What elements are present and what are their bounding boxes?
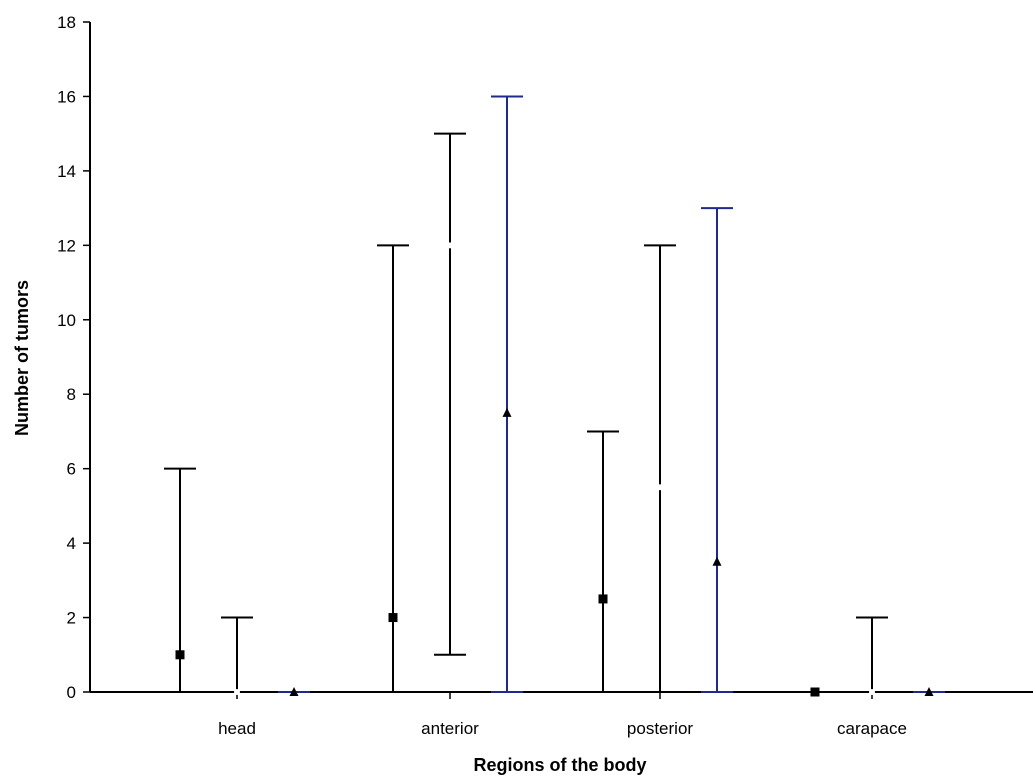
median-square-marker — [388, 613, 398, 623]
y-tick-label: 4 — [67, 534, 76, 553]
y-tick-label: 16 — [57, 87, 76, 106]
y-tick-label: 2 — [67, 609, 76, 628]
x-tick-label: posterior — [627, 719, 693, 738]
median-triangle-marker — [924, 687, 934, 696]
y-tick-label: 0 — [67, 683, 76, 702]
y-tick-label: 6 — [67, 460, 76, 479]
median-triangle-marker — [712, 556, 722, 566]
y-tick-label: 8 — [67, 385, 76, 404]
y-tick-label: 12 — [57, 236, 76, 255]
plot-marks — [164, 95, 945, 697]
x-tick-labels: head anterior posterior carapace — [218, 719, 907, 738]
median-triangle-marker — [289, 687, 299, 696]
median-circle-marker — [657, 484, 663, 491]
x-tick-label: anterior — [421, 719, 479, 738]
x-axis-title: Regions of the body — [474, 755, 647, 775]
y-tick-label: 10 — [57, 311, 76, 330]
x-tick-label: head — [218, 719, 256, 738]
median-square-marker — [810, 687, 820, 697]
median-circle-marker — [234, 689, 240, 695]
median-square-marker — [598, 594, 608, 604]
median-triangle-marker — [502, 407, 512, 417]
y-tick-labels: 0 2 4 6 8 10 12 14 16 18 — [57, 13, 76, 702]
y-tick-label: 14 — [57, 162, 76, 181]
axes — [83, 21, 1033, 699]
x-tick-label: carapace — [837, 719, 907, 738]
y-tick-label: 18 — [57, 13, 76, 32]
median-square-marker — [175, 650, 185, 660]
y-axis-title: Number of tumors — [12, 280, 32, 436]
median-circle-marker — [447, 242, 453, 249]
median-circle-marker — [869, 689, 875, 695]
